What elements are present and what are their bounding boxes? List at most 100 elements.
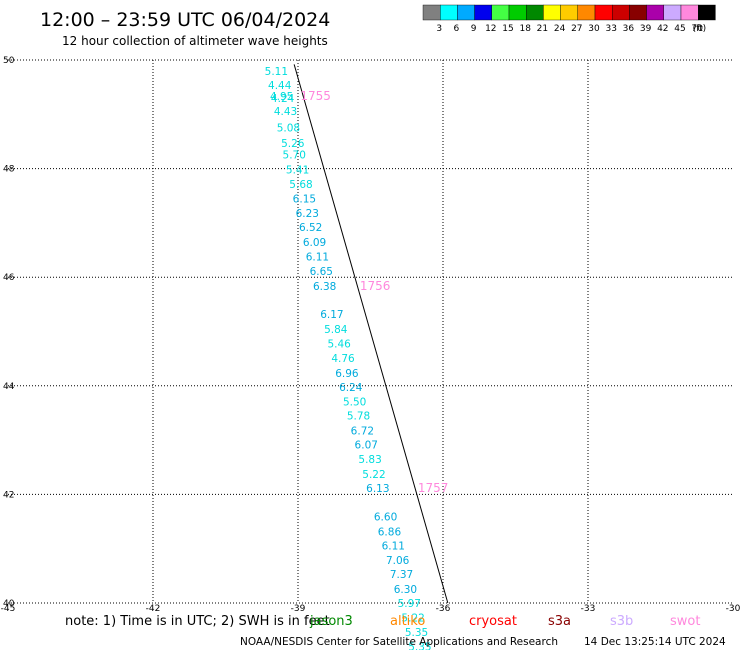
- track-line: [293, 64, 449, 604]
- swh-point-label: 6.60: [374, 512, 397, 524]
- legend-label: 27: [571, 24, 582, 34]
- chart-subtitle: 12 hour collection of altimeter wave hei…: [62, 34, 328, 48]
- legend-swatch: [422, 4, 441, 21]
- swh-point-label: 4.44: [268, 80, 292, 92]
- legend-label: 36: [623, 24, 635, 34]
- time-mark-label: 1757: [418, 481, 449, 495]
- swh-point-label: 5.78: [347, 411, 370, 423]
- legend-swatch: [680, 4, 699, 21]
- swh-point-label: 5.46: [327, 338, 351, 350]
- swh-point-label: 5.22: [401, 613, 424, 625]
- legend-label: 33: [605, 24, 616, 34]
- satellite-name: altiko: [390, 614, 425, 629]
- footer-credit: NOAA/NESDIS Center for Satellite Applica…: [240, 636, 558, 648]
- swh-point-label: 4.43: [274, 106, 297, 118]
- legend-unit: (ft): [693, 24, 707, 34]
- satellite-name: swot: [670, 614, 700, 629]
- swh-point-label: 5.26: [281, 138, 305, 150]
- swh-point-label: 6.07: [355, 439, 378, 451]
- y-tick-label: 48: [3, 165, 15, 175]
- swh-point-label: 5.08: [277, 122, 300, 134]
- footer-timestamp: 14 Dec 13:25:14 UTC 2024: [584, 636, 726, 648]
- swh-point-label: 5.11: [265, 66, 288, 78]
- color-legend: 3 6 9 12 15 18 21 24 27 30 33 36 39 42 45 70(ft): [422, 4, 716, 34]
- axis-tick-labels: -45 -42 -39 -36 -33 -30 40 42 44 46 48 50: [1, 56, 740, 614]
- legend-label: 18: [519, 24, 531, 34]
- swh-data-labels: 5.11 4.444.954.244.43 5.08 5.265.70 5.41 5.68…: [265, 66, 432, 650]
- legend-label: 3: [436, 24, 442, 34]
- swh-point-label: 6.96: [335, 368, 359, 380]
- legend-swatch: [474, 4, 493, 21]
- legend-swatch: [508, 4, 527, 21]
- legend-label: 9: [471, 24, 477, 34]
- x-tick-label: -36: [436, 604, 451, 614]
- legend-label: 30: [588, 24, 600, 34]
- swh-point-label: 6.65: [310, 266, 333, 278]
- swh-point-label: 6.86: [378, 526, 402, 538]
- footer-note: note: 1) Time is in UTC; 2) SWH is in fe…: [65, 614, 330, 629]
- legend-label: 70: [691, 24, 703, 34]
- legend-label: 12: [485, 24, 496, 34]
- legend-swatch: [663, 4, 682, 21]
- swh-point-label: 4.76: [331, 353, 355, 365]
- swh-point-label: 7.06: [386, 555, 410, 567]
- swh-point-label: 6.72: [351, 425, 374, 437]
- legend-label: 45: [674, 24, 685, 34]
- legend-swatch: [698, 4, 716, 21]
- swh-point-label: 4.95: [270, 91, 293, 103]
- swh-point-label: 5.50: [343, 397, 366, 409]
- legend-label: 21: [537, 24, 548, 34]
- swh-point-label: 5.84: [324, 324, 348, 336]
- legend-swatch: [577, 4, 596, 21]
- legend-swatch: [646, 4, 664, 21]
- swh-point-label: 6.24: [339, 382, 363, 394]
- legend-swatch: [629, 4, 647, 21]
- time-marks: 1755175617571758: [300, 89, 449, 495]
- y-tick-label: 46: [3, 273, 15, 283]
- map-grid: [8, 59, 733, 604]
- y-tick-label: 50: [3, 56, 15, 66]
- x-tick-label: -30: [726, 604, 740, 614]
- swh-point-label: 5.22: [362, 469, 385, 481]
- chart-title: 12:00 – 23:59 UTC 06/04/2024: [40, 9, 330, 31]
- legend-swatch: [612, 4, 630, 21]
- swh-point-label: 6.09: [303, 237, 326, 249]
- swh-point-label: 7.37: [390, 569, 413, 581]
- legend-label: 42: [657, 24, 668, 34]
- legend-label: 15: [502, 24, 513, 34]
- y-tick-label: 42: [3, 490, 14, 500]
- y-tick-label: 40: [3, 599, 15, 609]
- satellite-name: cryosat: [469, 614, 517, 629]
- legend-label: 6: [454, 24, 460, 34]
- swh-point-label: 6.52: [299, 222, 322, 234]
- satellite-track: [293, 64, 449, 604]
- legend-swatch: [457, 4, 475, 21]
- swh-point-label: 5.41: [286, 165, 309, 177]
- legend-swatch: [560, 4, 578, 21]
- legend-swatch: [491, 4, 510, 21]
- satellite-name: s3b: [610, 614, 633, 629]
- swh-point-label: 6.23: [296, 208, 319, 220]
- swh-point-label: 6.11: [306, 252, 329, 264]
- legend-label: 24: [554, 24, 566, 34]
- swh-point-label: 6.17: [320, 309, 343, 321]
- swh-point-label: 5.97: [398, 598, 421, 610]
- x-tick-label: -33: [581, 604, 596, 614]
- legend-swatch: [526, 4, 544, 21]
- x-tick-label: -39: [291, 604, 306, 614]
- satellite-name: jason3: [309, 614, 353, 629]
- time-mark-label: 1755: [300, 89, 331, 103]
- swh-point-label: 5.68: [289, 179, 312, 191]
- swh-point-label: 5.83: [358, 454, 381, 466]
- x-tick-label: -42: [146, 604, 161, 614]
- swh-point-label: 6.13: [366, 483, 389, 495]
- swh-point-label: 6.11: [382, 540, 405, 552]
- legend-label: 39: [640, 24, 652, 34]
- swh-point-label: 4.24: [271, 93, 295, 105]
- legend-swatch: [440, 4, 458, 21]
- satellite-name: s3a: [548, 614, 571, 629]
- swh-point-label: 5.35: [408, 641, 431, 650]
- time-mark-label: 1756: [360, 279, 391, 293]
